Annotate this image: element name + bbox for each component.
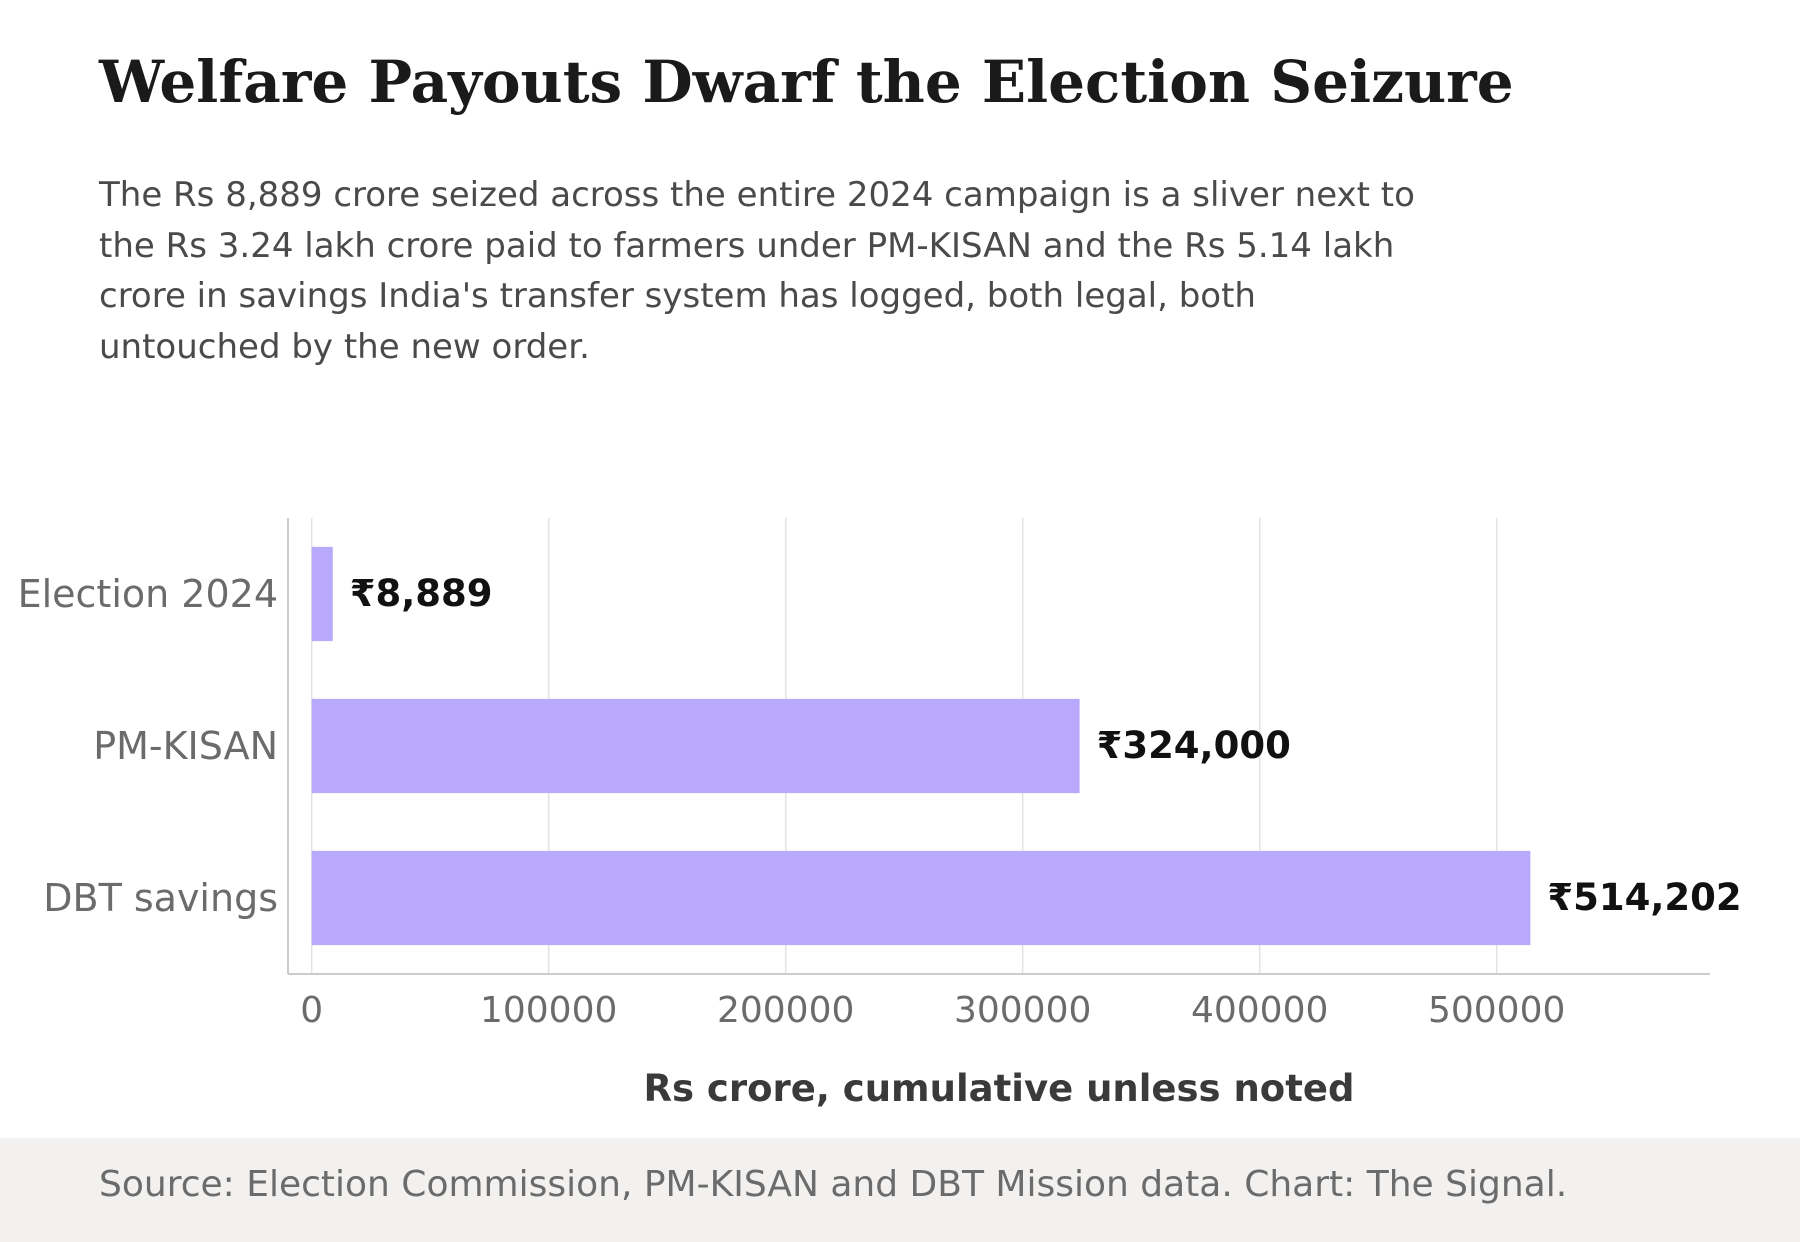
axes [287,518,1710,975]
bar [311,850,1531,946]
labels: 0 100000 200000 300000 400000 500000 Election … [18,572,1742,1110]
bar [311,546,333,642]
bars [311,546,1531,946]
x-tick-label: 200000 [717,990,854,1031]
value-label: ₹324,000 [1097,724,1291,767]
x-tick-label: 400000 [1191,990,1328,1031]
x-tick-label: 500000 [1428,990,1565,1031]
footer: Source: Election Commission, PM-KISAN an… [0,1138,1800,1242]
x-axis-title: Rs crore, cumulative unless noted [644,1067,1355,1110]
bar [311,698,1080,794]
value-label: ₹514,202 [1547,876,1741,919]
category-label: PM-KISAN [93,724,278,768]
x-tick-label: 100000 [480,990,617,1031]
category-label: Election 2024 [18,572,278,616]
chart-title: Welfare Payouts Dwarf the Election Seizu… [99,48,1514,116]
value-label: ₹8,889 [350,572,493,615]
chart-subtitle: The Rs 8,889 crore seized across the ent… [99,175,1415,367]
category-label: DBT savings [43,876,278,920]
x-tick-label: 0 [300,990,323,1031]
source-note: Source: Election Commission, PM-KISAN an… [99,1164,1568,1205]
bar-chart: 0 100000 200000 300000 400000 500000 Election … [18,518,1742,1110]
x-tick-label: 300000 [954,990,1091,1031]
